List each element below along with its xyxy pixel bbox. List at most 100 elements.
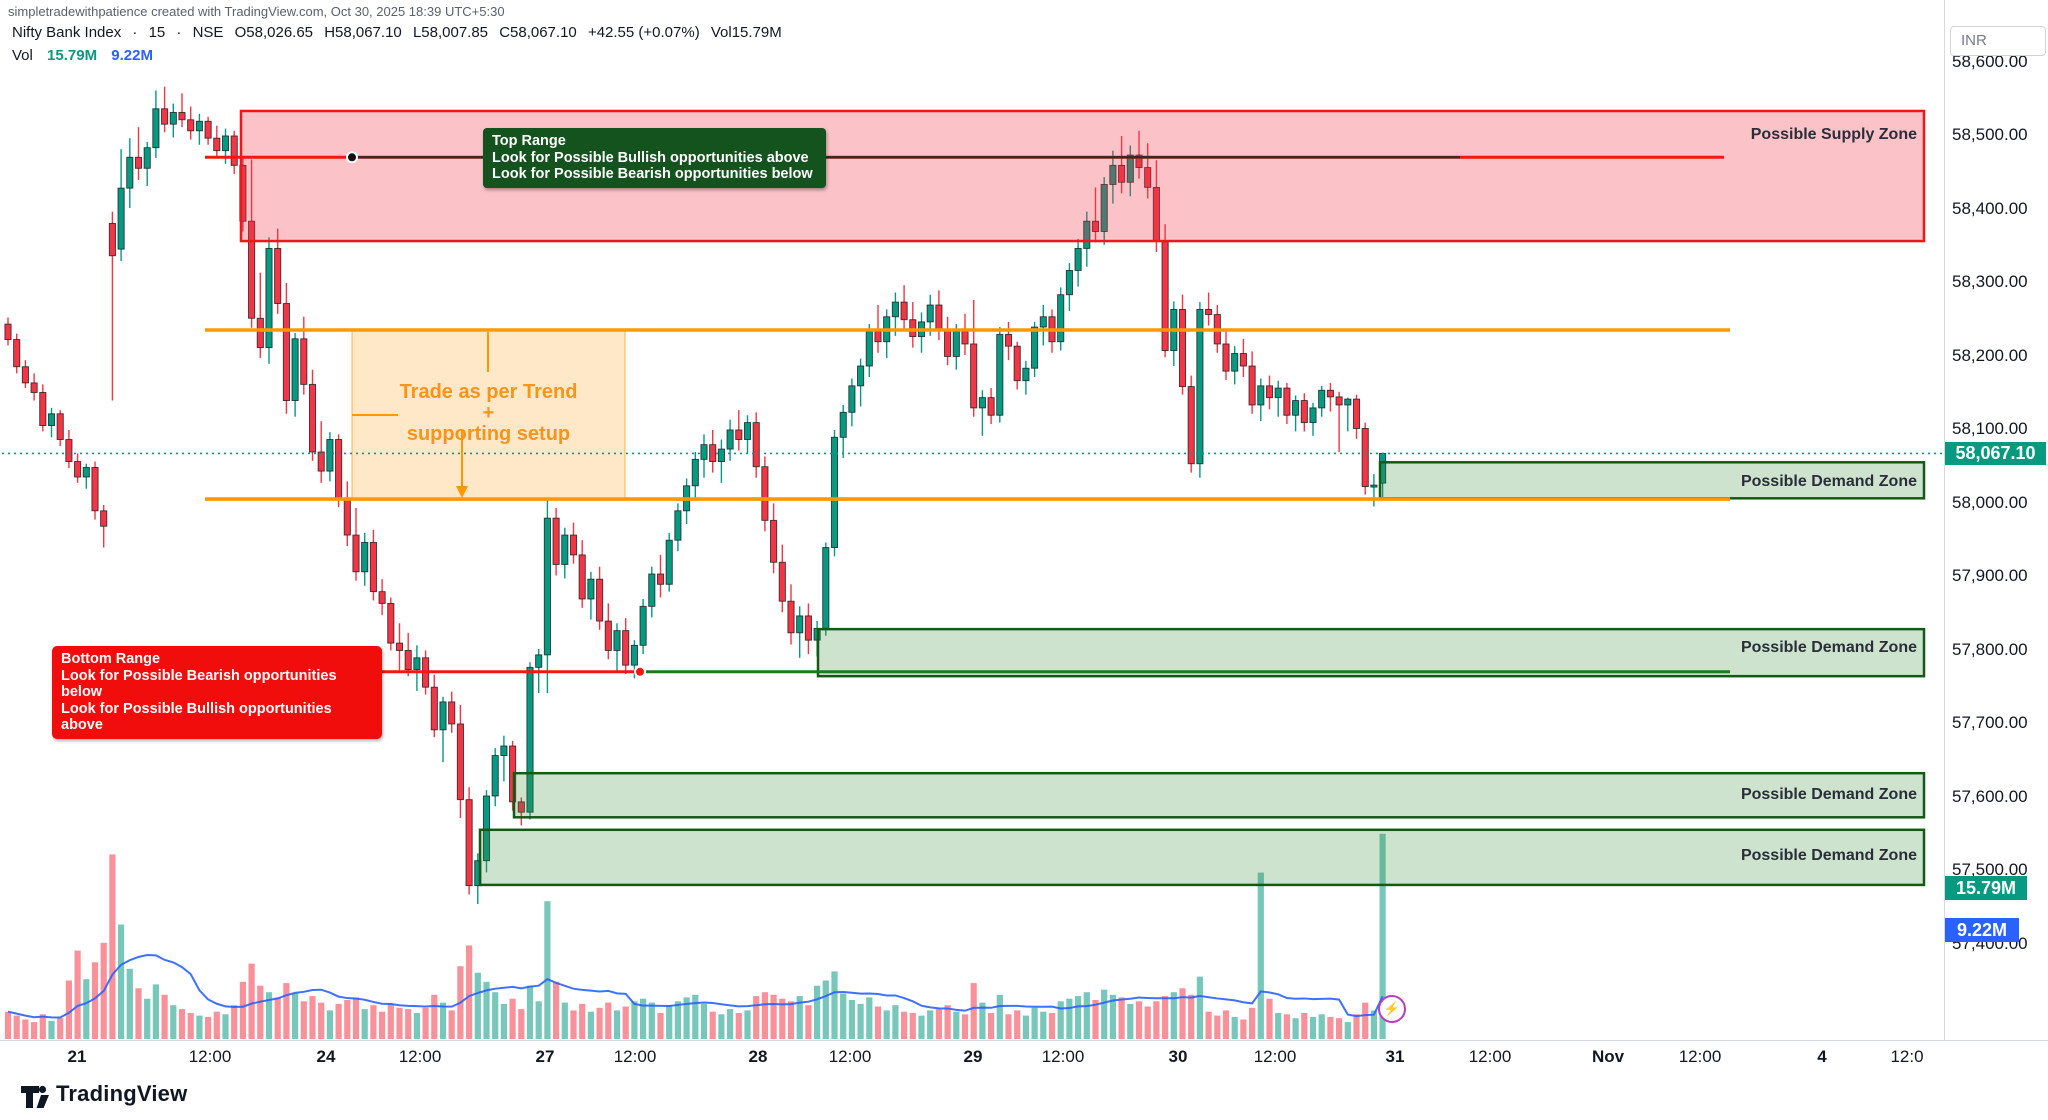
candle-body <box>656 573 665 585</box>
volume-bar <box>640 998 647 1039</box>
volume-bar <box>283 983 290 1039</box>
volume-bar <box>1353 1014 1360 1039</box>
candle-body <box>143 147 151 169</box>
volume-bar <box>1318 1014 1325 1039</box>
candle-body <box>865 331 873 367</box>
candle-body <box>535 654 543 668</box>
volume-bar <box>396 1007 403 1039</box>
candle-body <box>161 108 169 125</box>
candle-body <box>1039 316 1047 328</box>
volume-bar <box>152 984 159 1039</box>
volume-bar <box>239 981 246 1039</box>
tradingview-logo-icon[interactable] <box>20 1082 50 1112</box>
candle-body <box>430 686 438 731</box>
time-tick-hour: 12:00 <box>398 1047 442 1066</box>
candle-body <box>1335 396 1343 406</box>
volume-bar <box>727 1009 734 1039</box>
volume-bar <box>735 1013 742 1039</box>
bottom-range-line2: Look for Possible Bullish opportunities … <box>61 700 332 734</box>
volume-bar <box>48 1020 55 1039</box>
time-axis[interactable]: 21 12:00 24 12:00 27 12:00 28 12:00 29 12:00 30 12:… <box>0 1042 2048 1074</box>
candle-body <box>74 461 82 478</box>
volume-bar <box>1040 1011 1047 1039</box>
low-value: L58,007.85 <box>412 24 489 41</box>
trade-as-per-trend-note[interactable]: Trade as per Trend + supporting setup <box>352 382 625 445</box>
demand-zone[interactable] <box>512 771 1926 819</box>
candle-body <box>404 650 412 671</box>
dot-top-line[interactable] <box>348 153 356 162</box>
candle-body <box>1274 387 1282 399</box>
volume-bar <box>961 1014 969 1039</box>
tradingview-brand[interactable]: TradingView <box>56 1081 188 1106</box>
candle-body <box>1326 389 1334 398</box>
lightning-trade-icon[interactable]: ⚡ <box>1378 995 1406 1023</box>
volume-bar <box>91 962 99 1039</box>
price-tick-label: 57,700.00 <box>1952 713 2028 733</box>
candle-body <box>952 331 960 357</box>
price-tick-label: 58,300.00 <box>1952 272 2028 292</box>
volume-bar <box>700 1003 708 1039</box>
demand-zone[interactable] <box>478 828 1926 887</box>
candle-body <box>1135 154 1143 169</box>
volume-bar <box>492 992 499 1039</box>
volume-bar <box>318 1002 325 1039</box>
time-tick-hour: 12:00 <box>828 1047 872 1066</box>
volume-bar <box>74 950 81 1039</box>
time-tick-date: 30 <box>1168 1047 1188 1066</box>
symbol-name[interactable]: Nifty Bank Index <box>12 24 122 41</box>
candle-body <box>65 439 73 463</box>
top-range-annotation[interactable]: Top Range Look for Possible Bullish oppo… <box>483 128 826 188</box>
price-tick-label: 57,900.00 <box>1952 566 2028 586</box>
price-tick-label: 58,400.00 <box>1952 198 2028 218</box>
candle-body <box>1196 308 1204 465</box>
volume-bar <box>483 981 490 1039</box>
candle-body <box>804 615 812 641</box>
volume-bar <box>840 993 847 1039</box>
volume-bar <box>1231 1016 1238 1039</box>
demand-zone[interactable] <box>816 627 1926 678</box>
volume-bar <box>674 1001 681 1039</box>
candle-body <box>1065 270 1073 296</box>
watermark-attribution: simpletradewithpatience created with Tra… <box>8 4 505 19</box>
candle-body <box>761 466 769 521</box>
time-axis-divider <box>0 1040 2048 1041</box>
candle-body <box>413 657 421 671</box>
volume-bar <box>109 854 116 1039</box>
volume-bar <box>935 1009 942 1039</box>
vol-label[interactable]: Vol <box>12 47 33 64</box>
time-tick-hour: 12:00 <box>1468 1047 1512 1066</box>
trade-box-arrow-head <box>456 486 468 498</box>
interval-label[interactable]: 15 <box>148 24 166 41</box>
price-axis-divider <box>1944 0 1945 1040</box>
dot-bottom-line[interactable] <box>636 667 644 676</box>
volume-bar <box>57 1018 64 1039</box>
volume-bar <box>909 1013 916 1039</box>
candle-body <box>491 755 499 797</box>
volume-bar <box>144 998 151 1039</box>
volume-bar <box>918 1015 925 1039</box>
price-tick-label: 58,200.00 <box>1952 345 2028 365</box>
candle-body <box>195 120 203 132</box>
candle-body <box>891 301 899 318</box>
candle-body <box>587 578 595 600</box>
candle-body <box>1248 365 1256 406</box>
volume-bar <box>1240 1019 1247 1039</box>
candle-body <box>1292 400 1300 416</box>
volume-bar <box>22 1019 29 1039</box>
candle-body <box>752 422 760 468</box>
candle-body <box>213 137 221 152</box>
currency-selector[interactable]: INR <box>1950 26 2046 56</box>
candle-body <box>1370 484 1378 488</box>
price-tick-label: 57,500.00 <box>1952 860 2028 880</box>
symbol-legend: Nifty Bank Index · 15 · NSE O58,026.65 H… <box>12 24 789 41</box>
bottom-range-annotation[interactable]: Bottom Range Look for Possible Bearish o… <box>52 646 382 739</box>
candle-body <box>100 510 108 527</box>
candle-body <box>134 156 143 169</box>
volume-bar <box>178 1009 186 1039</box>
price-axis[interactable]: 58,600.00 58,500.00 58,400.00 58,300.00 58,2… <box>1944 0 2048 1040</box>
candle-body <box>1318 389 1326 409</box>
candle-body <box>169 111 177 125</box>
volume-bar <box>1162 996 1169 1039</box>
volume-bar <box>1014 1010 1021 1039</box>
